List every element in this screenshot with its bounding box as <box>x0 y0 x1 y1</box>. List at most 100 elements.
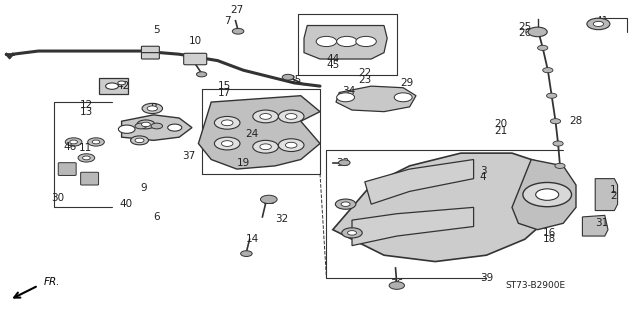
FancyBboxPatch shape <box>81 172 99 185</box>
Text: FR.: FR. <box>44 277 60 287</box>
Text: 27: 27 <box>230 4 243 15</box>
Text: 3: 3 <box>480 166 486 176</box>
Circle shape <box>555 163 565 168</box>
Polygon shape <box>304 26 387 59</box>
Circle shape <box>538 45 548 50</box>
Text: 30: 30 <box>51 193 64 203</box>
Circle shape <box>214 137 240 150</box>
Circle shape <box>253 110 278 123</box>
Polygon shape <box>198 96 320 169</box>
Text: 1: 1 <box>610 185 616 195</box>
Text: 45: 45 <box>326 60 339 70</box>
Text: 39: 39 <box>480 272 493 283</box>
Text: 7: 7 <box>224 16 230 26</box>
Circle shape <box>547 93 557 98</box>
Circle shape <box>168 124 182 131</box>
Circle shape <box>342 228 362 238</box>
Text: 38: 38 <box>262 196 275 206</box>
Circle shape <box>65 138 82 146</box>
Circle shape <box>278 110 304 123</box>
Text: 41: 41 <box>595 16 608 26</box>
Text: 33: 33 <box>336 158 349 168</box>
Circle shape <box>135 138 144 143</box>
Circle shape <box>221 120 233 126</box>
Circle shape <box>260 195 277 204</box>
Text: 28: 28 <box>570 116 582 126</box>
Circle shape <box>137 120 155 129</box>
Circle shape <box>147 106 157 111</box>
Text: 37: 37 <box>182 151 195 161</box>
Text: 5: 5 <box>154 25 160 35</box>
Circle shape <box>356 36 376 47</box>
Circle shape <box>196 72 207 77</box>
Circle shape <box>337 93 355 102</box>
Circle shape <box>83 156 90 160</box>
Text: 29: 29 <box>400 78 413 88</box>
Text: ST73-B2900E: ST73-B2900E <box>506 281 566 290</box>
Circle shape <box>389 282 404 289</box>
Circle shape <box>78 154 95 162</box>
Text: 12: 12 <box>80 100 93 110</box>
Polygon shape <box>582 215 608 236</box>
Circle shape <box>339 160 350 166</box>
Circle shape <box>241 251 252 256</box>
FancyBboxPatch shape <box>141 46 159 53</box>
Circle shape <box>106 83 118 89</box>
Circle shape <box>536 189 559 200</box>
FancyBboxPatch shape <box>184 53 207 65</box>
Text: 21: 21 <box>494 126 507 136</box>
Circle shape <box>348 231 356 235</box>
Text: 22: 22 <box>358 68 371 78</box>
Circle shape <box>587 18 610 30</box>
Polygon shape <box>333 153 563 262</box>
Text: 25: 25 <box>518 22 531 32</box>
Circle shape <box>142 103 163 114</box>
Circle shape <box>341 202 350 206</box>
Circle shape <box>214 116 240 129</box>
Text: 10: 10 <box>189 36 202 47</box>
Circle shape <box>70 140 77 144</box>
Circle shape <box>253 140 278 153</box>
Circle shape <box>335 199 356 209</box>
Text: 9: 9 <box>141 183 147 193</box>
Circle shape <box>282 74 294 80</box>
Circle shape <box>232 28 244 34</box>
Text: 19: 19 <box>237 158 250 168</box>
Text: 4: 4 <box>480 172 486 182</box>
FancyBboxPatch shape <box>141 53 159 59</box>
Polygon shape <box>99 78 128 94</box>
Text: 20: 20 <box>494 119 507 130</box>
Text: 31: 31 <box>595 218 608 228</box>
Circle shape <box>550 119 561 124</box>
Circle shape <box>394 93 412 102</box>
Text: 15: 15 <box>218 81 230 91</box>
Text: 11: 11 <box>79 143 92 153</box>
Circle shape <box>543 68 553 73</box>
Polygon shape <box>336 86 416 112</box>
Polygon shape <box>122 115 192 140</box>
Circle shape <box>593 21 604 26</box>
Text: 42: 42 <box>116 81 129 91</box>
Circle shape <box>260 114 271 119</box>
Circle shape <box>88 138 104 146</box>
Text: 17: 17 <box>218 87 230 98</box>
Circle shape <box>151 123 163 129</box>
Text: 16: 16 <box>543 228 556 238</box>
Circle shape <box>316 36 337 47</box>
FancyBboxPatch shape <box>58 163 76 175</box>
Text: 26: 26 <box>518 28 531 39</box>
Text: 8: 8 <box>150 103 157 114</box>
Circle shape <box>528 27 547 37</box>
Text: 44: 44 <box>326 54 339 64</box>
Text: 32: 32 <box>275 213 288 224</box>
Polygon shape <box>512 160 576 230</box>
Circle shape <box>141 122 150 127</box>
Polygon shape <box>595 179 618 211</box>
Text: 35: 35 <box>288 75 301 85</box>
Circle shape <box>285 142 297 148</box>
Circle shape <box>118 125 135 133</box>
Text: 34: 34 <box>342 86 355 96</box>
Circle shape <box>118 81 125 85</box>
Circle shape <box>523 182 572 207</box>
Circle shape <box>92 140 100 144</box>
